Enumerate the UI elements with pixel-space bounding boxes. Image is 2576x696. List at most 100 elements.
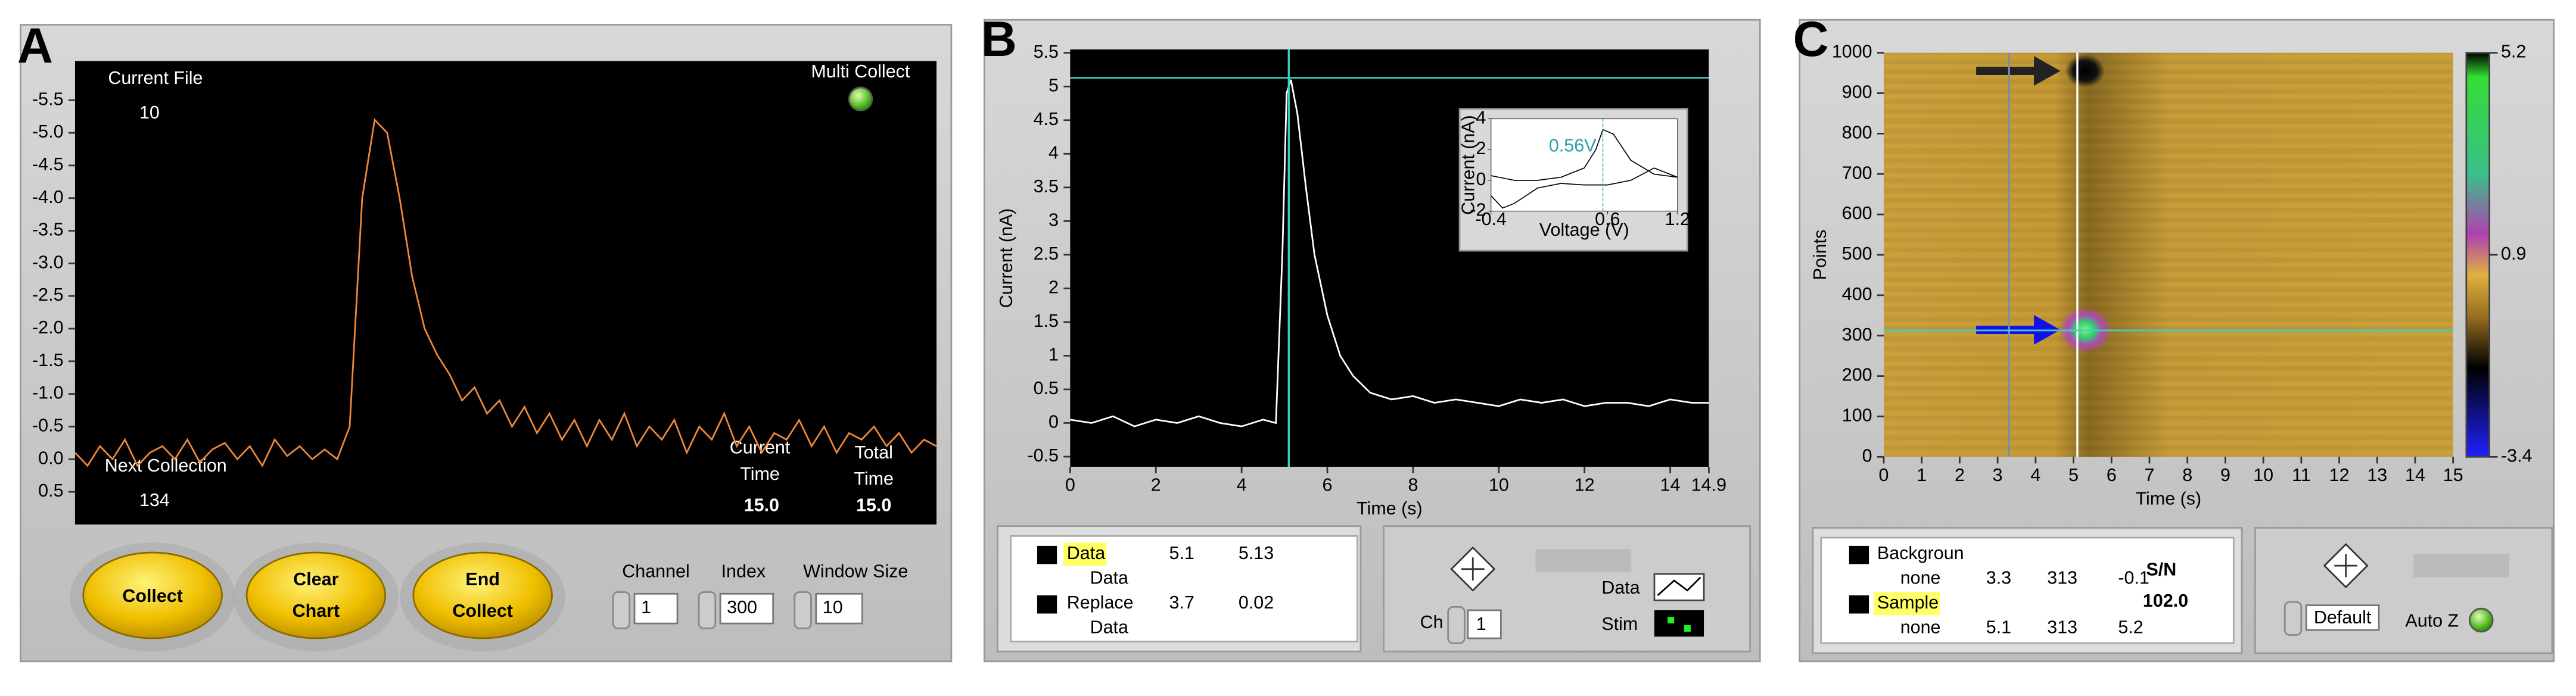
highlight bbox=[1063, 542, 1107, 566]
y-tick-label: 0.5 bbox=[38, 480, 63, 501]
clear-chart-button[interactable] bbox=[245, 551, 387, 639]
y-tick-label: 0 bbox=[1476, 169, 1486, 189]
x-tick-label: 0 bbox=[1065, 475, 1075, 495]
auto-z-led[interactable] bbox=[2469, 607, 2494, 633]
y-tick-label: 3 bbox=[1049, 210, 1059, 230]
button-label[interactable]: Collect bbox=[122, 586, 183, 606]
data-line bbox=[1070, 79, 1709, 427]
button-label[interactable]: End bbox=[465, 569, 500, 589]
y-tick-label: 0 bbox=[1862, 445, 1872, 466]
data-line bbox=[1491, 129, 1678, 209]
y-tick-label: -2.5 bbox=[32, 285, 64, 305]
sn-value: 102.0 bbox=[2143, 591, 2188, 611]
cursor-x: 3.3 bbox=[1986, 567, 2011, 588]
cursor-x: 5.1 bbox=[1986, 617, 2011, 637]
cursor-icon[interactable] bbox=[1849, 595, 1869, 614]
cursor-y: 313 bbox=[2047, 617, 2077, 637]
x-tick-label: 6 bbox=[2107, 465, 2117, 485]
spinner[interactable] bbox=[1447, 606, 1466, 644]
y-tick-label: -1.5 bbox=[32, 350, 64, 370]
buttons: Collect Clear Chart End Collect bbox=[70, 542, 565, 652]
cursor-y: 313 bbox=[2047, 567, 2077, 588]
x-tick-label: 8 bbox=[2182, 465, 2192, 485]
x-tick-label: 1 bbox=[1917, 465, 1927, 485]
sn-label: S/N bbox=[2146, 560, 2176, 580]
x-tick-label: 8 bbox=[1408, 475, 1418, 495]
cursor-name: Data bbox=[1067, 543, 1105, 563]
x-tick-label: 0.6 bbox=[1595, 209, 1620, 229]
x-tick-label: 0 bbox=[1879, 465, 1889, 485]
x-tick-label: 14 bbox=[2405, 465, 2425, 485]
x-axis-label: Time (s) bbox=[2136, 488, 2202, 508]
arrow-head bbox=[2034, 56, 2061, 86]
total-time-label: Time bbox=[854, 469, 894, 489]
control-value[interactable]: 1 bbox=[641, 597, 651, 617]
total-time: 15.0 bbox=[856, 495, 891, 515]
scale-input[interactable] bbox=[2305, 604, 2380, 631]
y-tick-label: 2 bbox=[1049, 277, 1059, 297]
x-tick-label: 15 bbox=[2443, 465, 2463, 485]
current-file: 10 bbox=[139, 102, 160, 123]
y-tick-label: 1.5 bbox=[1034, 311, 1059, 331]
x-tick-label: 10 bbox=[1489, 475, 1509, 495]
spinner[interactable] bbox=[612, 591, 631, 629]
plot-style-glyph bbox=[1657, 576, 1701, 597]
y-axis-label: Current (nA) bbox=[1458, 115, 1479, 215]
y-tick-label: 400 bbox=[1842, 284, 1872, 304]
scale-mode[interactable]: Default bbox=[2314, 607, 2372, 628]
y-tick-label: 3.5 bbox=[1034, 176, 1059, 196]
control-input[interactable] bbox=[815, 592, 863, 625]
y-tick-label: 700 bbox=[1842, 163, 1872, 183]
control-input[interactable] bbox=[719, 592, 774, 625]
cursor-x: 3.7 bbox=[1169, 592, 1194, 613]
legend-label: Data bbox=[1601, 578, 1639, 598]
control-input[interactable] bbox=[633, 592, 679, 625]
collect-button[interactable] bbox=[82, 551, 223, 639]
y-tick-label: 5 bbox=[1049, 75, 1059, 95]
x-tick-label: 3 bbox=[1993, 465, 2003, 485]
y-tick-label: 0.0 bbox=[38, 448, 63, 468]
y-tick-label: 4.5 bbox=[1034, 109, 1059, 129]
button-label[interactable]: Chart bbox=[293, 601, 340, 621]
button-label[interactable]: Clear bbox=[293, 569, 338, 589]
x-tick-label: 9 bbox=[2220, 465, 2230, 485]
channel-value[interactable]: 1 bbox=[1476, 614, 1486, 634]
x-tick-label: 10 bbox=[2253, 465, 2273, 485]
pan-control[interactable] bbox=[1450, 546, 1496, 592]
x-tick-label: 12 bbox=[1575, 475, 1595, 495]
spinner[interactable] bbox=[794, 591, 812, 629]
cursor-icon[interactable] bbox=[1037, 545, 1057, 564]
spinner[interactable] bbox=[2283, 601, 2303, 636]
cursor-x: 5.1 bbox=[1169, 543, 1194, 563]
y-tick-label: 4 bbox=[1049, 142, 1059, 163]
x-axis-label: Time (s) bbox=[1357, 498, 1423, 519]
plot-style-icon[interactable] bbox=[1654, 610, 1704, 637]
end-collect-button[interactable] bbox=[412, 551, 553, 639]
pan-control[interactable] bbox=[2323, 543, 2369, 589]
x-tick-label: 5 bbox=[2068, 465, 2079, 485]
cursor-icon[interactable] bbox=[1849, 545, 1869, 564]
control-value[interactable]: 10 bbox=[823, 597, 843, 617]
controls: Channel 1 Index 300 Window Size 10 bbox=[612, 561, 908, 629]
cursor-z: 5.2 bbox=[2118, 617, 2143, 637]
y-tick-label: 0.5 bbox=[1034, 378, 1059, 398]
control-label: Index bbox=[721, 561, 766, 581]
plot-style-icon[interactable] bbox=[1653, 573, 1705, 601]
control-value[interactable]: 300 bbox=[727, 597, 757, 617]
x-tick-label: 13 bbox=[2367, 465, 2387, 485]
auto-z-label: Auto Z bbox=[2405, 610, 2459, 631]
tool-icons[interactable] bbox=[1535, 549, 1632, 573]
button-label[interactable]: Collect bbox=[452, 601, 513, 621]
x-tick-label: 1.2 bbox=[1665, 209, 1690, 229]
channel-input[interactable] bbox=[1467, 609, 1502, 639]
panel-label: B bbox=[981, 11, 1017, 67]
multi-collect-led[interactable] bbox=[848, 86, 873, 111]
spinner[interactable] bbox=[698, 591, 717, 629]
y-tick-label: -3.5 bbox=[32, 220, 64, 240]
cursor-y: 0.02 bbox=[1239, 592, 1274, 613]
panel-label: C bbox=[1793, 11, 1829, 67]
y-tick-label: 200 bbox=[1842, 365, 1872, 385]
cursor-icon[interactable] bbox=[1037, 595, 1057, 614]
tool-icons[interactable] bbox=[2413, 554, 2509, 578]
x-tick-label: 12 bbox=[2329, 465, 2350, 485]
